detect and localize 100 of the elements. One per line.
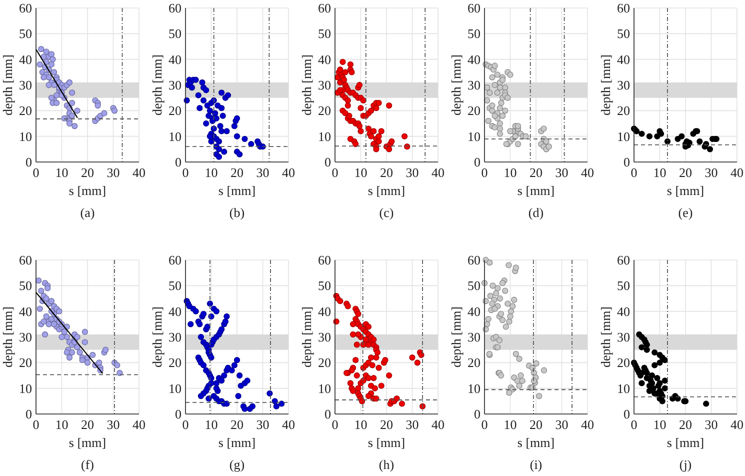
y-tick-label: 0 [324, 406, 331, 422]
y-tick-label: 0 [474, 154, 480, 170]
y-tick-label: 30 [468, 330, 480, 345]
x-tick-label: 30 [704, 165, 718, 180]
y-tick-label: 50 [168, 278, 182, 294]
x-tick-label: 10 [504, 417, 517, 432]
x-tick-label: 40 [282, 165, 295, 180]
x-axis-title: s [mm] [517, 183, 555, 198]
text: (j) [679, 457, 692, 472]
x-tick-label: 10 [55, 165, 68, 180]
y-tick-label: 50 [318, 278, 331, 294]
x-tick-label: 30 [555, 417, 568, 432]
y-axis-title: depth [mm] [150, 306, 164, 368]
y-tick-label: 20 [617, 103, 630, 118]
x-tick-label: 30 [106, 165, 120, 180]
y-axis-title: depth [mm] [0, 306, 15, 368]
x-tick-label: 40 [132, 165, 146, 180]
x-tick-label: 10 [504, 165, 517, 180]
text: (g) [229, 457, 245, 472]
y-tick-label: 60 [19, 0, 32, 16]
x-axis-title: s [mm] [666, 183, 704, 198]
y-tick-label: 30 [318, 78, 331, 93]
y-axis-title: depth [mm] [150, 54, 164, 116]
x-tick-label: 20 [81, 165, 94, 180]
text: (d) [528, 205, 544, 220]
x-tick-label: 20 [81, 417, 94, 432]
y-tick-label: 40 [168, 52, 182, 67]
y-tick-label: 30 [19, 330, 32, 345]
x-tick-label: 40 [432, 417, 444, 432]
x-tick-label: 30 [406, 165, 419, 180]
text: (a) [80, 205, 95, 220]
y-tick-label: 50 [318, 26, 331, 42]
x-tick-label: 20 [679, 417, 692, 432]
y-tick-label: 30 [617, 330, 630, 345]
y-tick-label: 10 [19, 380, 32, 396]
x-tick-label: 10 [354, 417, 368, 432]
y-tick-label: 20 [468, 355, 480, 370]
text: (c) [379, 205, 394, 220]
y-tick-label: 30 [19, 78, 32, 93]
y-tick-label: 40 [318, 52, 331, 67]
text: (b) [229, 205, 245, 220]
y-tick-label: 30 [168, 330, 182, 345]
x-tick-label: 30 [555, 165, 568, 180]
x-tick-label: 30 [256, 165, 270, 180]
y-tick-label: 30 [168, 78, 182, 93]
y-tick-label: 40 [168, 304, 182, 319]
y-tick-label: 50 [19, 26, 32, 42]
x-tick-label: 40 [132, 417, 146, 432]
y-tick-label: 10 [19, 128, 32, 144]
x-tick-label: 10 [204, 417, 218, 432]
y-tick-label: 0 [624, 154, 630, 170]
y-tick-label: 0 [175, 406, 182, 422]
y-tick-label: 60 [168, 0, 182, 16]
x-tick-label: 10 [653, 165, 666, 180]
y-tick-label: 50 [168, 26, 182, 42]
y-tick-label: 20 [318, 103, 331, 118]
y-tick-label: 10 [318, 380, 331, 396]
text: (h) [378, 457, 394, 472]
x-tick-label: 40 [581, 165, 594, 180]
y-tick-label: 10 [617, 380, 630, 396]
y-tick-label: 10 [168, 128, 182, 144]
y-axis-title: depth [mm] [299, 306, 314, 368]
y-tick-label: 60 [617, 0, 630, 16]
x-axis-title: s [mm] [218, 183, 256, 198]
text: (i) [530, 457, 542, 472]
x-axis-title: s [mm] [68, 435, 106, 450]
y-tick-label: 40 [19, 304, 32, 319]
y-tick-label: 40 [617, 304, 630, 319]
x-tick-label: 30 [106, 417, 120, 432]
x-tick-label: 20 [679, 165, 692, 180]
y-tick-label: 30 [318, 330, 331, 345]
x-tick-label: 20 [380, 417, 393, 432]
y-tick-label: 0 [624, 406, 630, 422]
y-axis-title: depth [mm] [448, 54, 464, 116]
x-tick-label: 20 [380, 165, 393, 180]
y-tick-label: 20 [617, 355, 630, 370]
x-axis-title: s [mm] [517, 435, 555, 450]
y-tick-label: 20 [468, 103, 480, 118]
x-tick-label: 40 [730, 165, 744, 180]
x-tick-label: 30 [406, 417, 419, 432]
y-tick-label: 0 [324, 154, 331, 170]
y-tick-label: 30 [468, 78, 480, 93]
y-tick-label: 0 [26, 406, 32, 422]
x-tick-label: 10 [354, 165, 368, 180]
y-tick-label: 50 [19, 278, 32, 294]
y-axis-title: depth [mm] [448, 306, 464, 368]
y-tick-label: 10 [617, 128, 630, 144]
y-tick-label: 40 [468, 52, 480, 67]
x-tick-label: 40 [730, 417, 744, 432]
text: (e) [678, 205, 693, 220]
y-tick-label: 0 [474, 406, 480, 422]
y-tick-label: 0 [26, 154, 32, 170]
x-tick-label: 40 [282, 417, 295, 432]
y-tick-label: 20 [168, 103, 182, 118]
y-axis-title: depth [mm] [598, 54, 613, 116]
y-tick-label: 50 [468, 278, 480, 294]
y-tick-label: 50 [617, 278, 630, 294]
x-axis-title: s [mm] [68, 183, 106, 198]
x-tick-label: 20 [230, 165, 244, 180]
y-tick-label: 60 [168, 252, 182, 268]
